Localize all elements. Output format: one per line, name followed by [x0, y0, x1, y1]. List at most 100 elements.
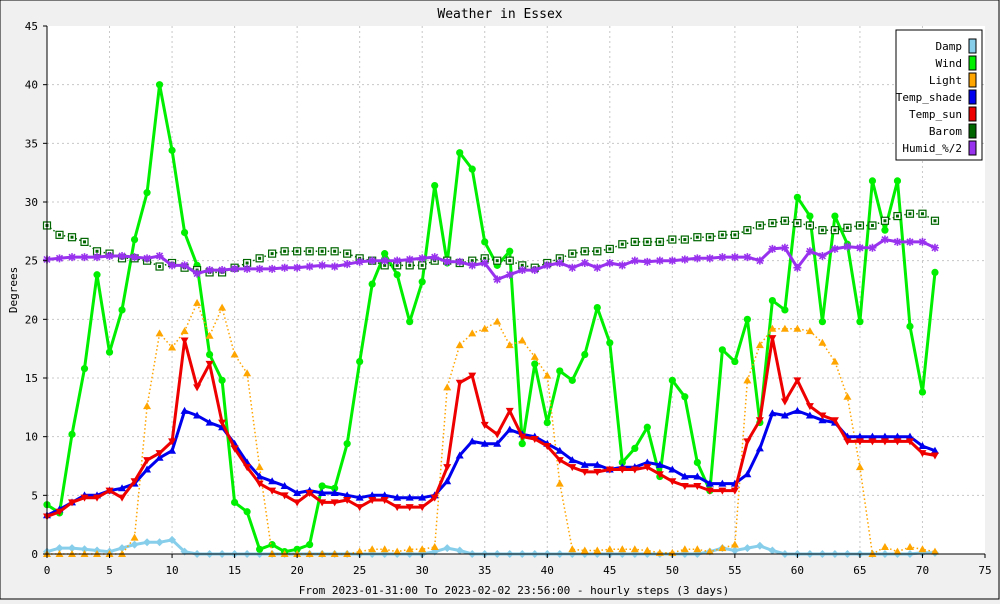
light-point	[468, 329, 477, 337]
light-point	[693, 545, 702, 553]
wind-point	[618, 458, 626, 467]
wind-point	[806, 212, 814, 220]
humid-2-point	[768, 244, 777, 253]
light-point	[393, 547, 402, 555]
temp-sun-point	[780, 398, 789, 406]
x-tick-label: 65	[853, 564, 866, 577]
light-point	[893, 547, 902, 555]
humid-2-point	[368, 256, 377, 265]
temp-sun-point	[305, 489, 314, 497]
chart-title: Weather in Essex	[437, 7, 562, 22]
barom-point-center	[895, 214, 899, 218]
temp-shade-point	[268, 477, 277, 485]
light-point	[743, 376, 752, 384]
wind-point	[343, 440, 351, 448]
light-point	[818, 338, 827, 346]
barom-point-center	[608, 247, 612, 251]
x-tick-label: 40	[541, 564, 554, 577]
temp-shade-point	[368, 491, 377, 499]
temp-sun-point	[380, 497, 389, 505]
wind-point	[468, 165, 476, 173]
temp-sun-point	[280, 492, 289, 500]
barom-point-center	[670, 238, 674, 242]
barom-point-center	[508, 259, 512, 263]
wind-point	[256, 545, 264, 553]
barom-point-center	[658, 240, 662, 244]
light-point	[730, 540, 739, 548]
x-ticks: 0 5 10 15 20 25 30 35 40 45 50 55 60 65 70 75	[44, 554, 992, 577]
humid-2-point	[105, 251, 114, 260]
y-tick-label: 30	[25, 196, 38, 209]
temp-sun-point	[718, 487, 727, 495]
barom-point-center	[420, 263, 424, 267]
humid-2-point	[880, 235, 889, 244]
legend-swatch-barom	[968, 123, 977, 139]
series-line-wind	[46, 83, 937, 554]
light-point	[193, 298, 202, 306]
temp-sun-point	[530, 436, 539, 444]
temp-sun-point	[793, 377, 802, 385]
temp-shade-point	[668, 465, 677, 473]
temp-sun-point	[105, 487, 114, 495]
wind-point	[781, 306, 789, 314]
temp-sun-point	[918, 450, 927, 458]
series-light	[43, 298, 939, 557]
temp-sun-point	[493, 431, 502, 439]
barom-point-center	[595, 249, 599, 253]
temp-shade-point	[580, 460, 589, 468]
humid-2-point	[680, 255, 689, 264]
temp-shade-point	[643, 458, 652, 466]
light-point	[930, 547, 939, 555]
barom-point-center	[745, 228, 749, 232]
temp-shade-point	[118, 484, 127, 492]
damp-point	[443, 544, 452, 553]
temp-shade-point	[918, 442, 927, 450]
temp-shade-point	[180, 406, 189, 414]
temp-sun-point	[730, 487, 739, 495]
light-point	[180, 327, 189, 335]
temp-shade-point	[255, 472, 264, 480]
legend-swatch-temp-shade	[968, 89, 977, 105]
humid-2-point	[518, 266, 527, 275]
temp-sun-point	[80, 494, 89, 502]
temp-sun-point	[118, 494, 127, 502]
temp-sun-point	[893, 438, 902, 446]
light-point	[580, 546, 589, 554]
barom-point-center	[645, 240, 649, 244]
temp-sun-point	[155, 450, 164, 458]
wind-point	[368, 280, 376, 288]
temp-sun-point	[418, 504, 427, 512]
humid-2-point	[418, 254, 427, 263]
barom-point-center	[395, 263, 399, 267]
temp-shade-point	[893, 432, 902, 440]
wind-point	[331, 484, 339, 492]
temp-shade-point	[505, 425, 514, 433]
light-point	[593, 546, 602, 554]
light-point	[493, 317, 502, 325]
light-point	[705, 547, 714, 555]
barom-point-center	[933, 219, 937, 223]
humid-2-point	[643, 257, 652, 266]
humid-2-point	[155, 251, 164, 260]
barom-point-center	[920, 212, 924, 216]
wind-point	[856, 318, 864, 326]
temp-shade-point	[143, 465, 152, 473]
temp-sun-point	[768, 335, 777, 343]
barom-point-center	[270, 252, 274, 256]
wind-point	[231, 498, 239, 506]
temp-shade-point	[680, 472, 689, 480]
x-axis-label: From 2023-01-31:00 To 2023-02-02 23:56:0…	[299, 584, 729, 597]
barom-point-center	[695, 235, 699, 239]
wind-point	[318, 482, 326, 490]
temp-sun-point	[830, 417, 839, 425]
wind-point	[643, 423, 651, 431]
humid-2-point	[868, 243, 877, 252]
series-line-temp-shade	[46, 409, 936, 517]
humid-2-point	[905, 237, 914, 246]
barom-point-center	[520, 263, 524, 267]
temp-shade-point	[593, 460, 602, 468]
wind-point	[506, 247, 514, 255]
wind-point	[105, 348, 114, 356]
wind-point	[831, 212, 839, 220]
